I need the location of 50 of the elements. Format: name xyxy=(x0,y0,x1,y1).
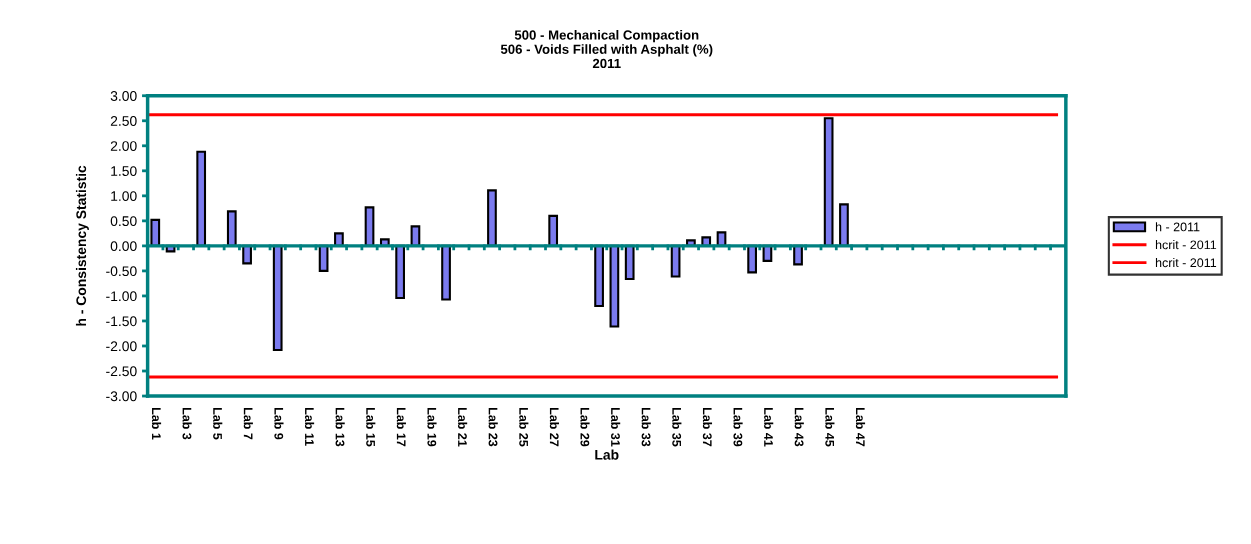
y-tick-label: 2.00 xyxy=(110,141,137,151)
x-tick-label: Lab 15 xyxy=(366,407,376,447)
chart-title: 500 - Mechanical Compaction 506 - Voids Filled with Asphalt (%) 2011 xyxy=(500,29,713,69)
y-tick-label: -2.00 xyxy=(106,341,137,352)
x-tick-label: Lab 13 xyxy=(335,407,345,447)
y-tick-label: 0.00 xyxy=(110,241,137,252)
legend-label: h - 2011 xyxy=(1155,222,1200,232)
x-tick-label: Lab 39 xyxy=(733,407,743,447)
bar xyxy=(823,117,834,247)
x-tick-label: Lab 25 xyxy=(519,407,529,447)
y-tick-label: -1.50 xyxy=(106,316,137,327)
bar xyxy=(839,203,849,247)
x-tick-label: Lab 17 xyxy=(396,407,406,447)
x-tick-label: Lab 43 xyxy=(794,407,804,447)
x-tick-label: Lab 11 xyxy=(304,407,315,446)
y-tick-label: -2.50 xyxy=(106,366,137,377)
x-tick-label: Lab 31 xyxy=(611,407,621,447)
x-tick-label: Lab 37 xyxy=(702,407,713,447)
x-tick-label: Lab 41 xyxy=(764,407,774,447)
bar xyxy=(226,210,237,247)
y-tick-label: -1.00 xyxy=(106,291,137,302)
x-tick-label: Lab 29 xyxy=(580,407,590,447)
x-axis-title: Lab xyxy=(595,449,619,460)
y-tick-label: 0.50 xyxy=(110,216,137,227)
x-tick-label: Lab 27 xyxy=(549,407,559,447)
x-tick-label: Lab 9 xyxy=(274,407,284,440)
y-tick-label: -3.00 xyxy=(106,391,137,402)
legend-label: hcrit - 2011 xyxy=(1155,257,1217,268)
y-tick-label: 1.50 xyxy=(111,166,137,176)
bar xyxy=(196,150,207,247)
y-tick-label: 3.00 xyxy=(110,91,137,101)
x-tick-label: Lab 23 xyxy=(488,407,498,447)
x-tick-label: Lab 7 xyxy=(243,407,253,440)
x-tick-label: Lab 1 xyxy=(151,407,162,440)
bar xyxy=(487,189,497,247)
x-tick-label: Lab 45 xyxy=(825,407,835,447)
y-axis-title: h - Consistency Statistic xyxy=(75,165,89,326)
y-tick-label: 1.00 xyxy=(111,191,137,202)
x-tick-label: Lab 35 xyxy=(672,407,682,447)
x-tick-label: Lab 5 xyxy=(213,407,223,440)
x-tick-label: Lab 47 xyxy=(855,407,866,447)
y-tick-label: 2.50 xyxy=(110,116,137,126)
x-tick-label: Lab 33 xyxy=(641,407,651,447)
x-tick-label: Lab 3 xyxy=(182,407,192,440)
legend-label: hcrit - 2011 xyxy=(1155,240,1217,250)
y-tick-label: -0.50 xyxy=(106,266,137,277)
bar xyxy=(150,218,161,247)
x-tick-label: Lab 19 xyxy=(427,407,437,447)
bar xyxy=(548,214,559,247)
x-tick-label: Lab 21 xyxy=(457,407,468,447)
